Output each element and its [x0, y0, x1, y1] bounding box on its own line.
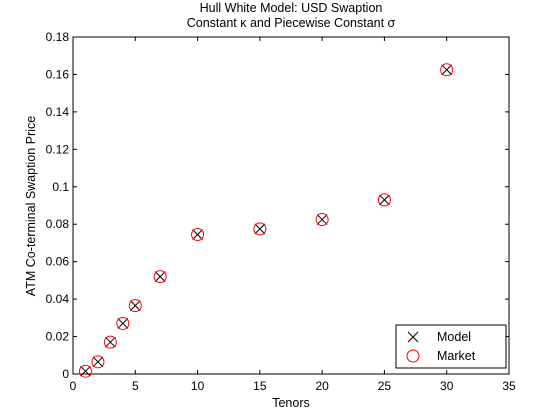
axis-ticks: 0 5 10 15 20 25 30 35 0 0.02 0.04 0.06 0.08 0.1 0.12 0.… [46, 30, 516, 393]
x-marker-stroke [154, 271, 166, 282]
legend-box [395, 324, 507, 369]
model-point [379, 194, 390, 206]
y-tick-label: 0.04 [46, 292, 70, 306]
x-tick-label: 20 [315, 379, 329, 393]
chart-subtitle: Constant κ and Piecewise Constant σ [187, 16, 396, 30]
market-point [153, 270, 167, 284]
market-point [78, 364, 92, 378]
x-tick-label: 10 [191, 379, 205, 393]
x-marker-stroke [129, 300, 141, 312]
model-point [154, 271, 166, 282]
x-tick-label: 5 [132, 379, 139, 393]
x-tick-label: 25 [378, 379, 392, 393]
market-point [440, 63, 454, 77]
model-point [117, 318, 129, 329]
model-point [105, 336, 116, 348]
legend-label-model: Model [437, 330, 471, 344]
y-tick-label: 0.06 [46, 255, 70, 269]
market-point [315, 213, 329, 227]
y-tick-label: 0.12 [46, 142, 70, 156]
y-tick-label: 0.1 [52, 180, 69, 194]
legend-x-marker [407, 331, 419, 343]
model-point [316, 214, 328, 225]
chart-title: Hull White Model: USD Swaption [200, 1, 383, 15]
x-marker-stroke [192, 229, 203, 240]
x-marker-stroke [254, 223, 266, 235]
y-axis-label: ATM Co-terminal Swaption Price [24, 116, 38, 296]
x-marker-stroke [379, 194, 390, 206]
model-point [254, 223, 266, 235]
x-tick-label: 35 [502, 379, 516, 393]
data-markers [78, 63, 454, 378]
market-point [191, 228, 205, 242]
legend-marker-market [406, 349, 420, 363]
x-tick-label: 15 [253, 379, 267, 393]
x-marker-stroke [92, 356, 104, 368]
market-point [128, 299, 142, 313]
x-tick-label: 0 [70, 379, 77, 393]
market-point [116, 316, 130, 330]
x-marker-stroke [117, 318, 129, 329]
model-point [192, 229, 203, 240]
legend-o-marker [406, 349, 420, 363]
market-point [91, 355, 105, 369]
model-point [92, 356, 104, 368]
market-point [103, 335, 117, 349]
x-marker-stroke [105, 336, 116, 348]
legend-marker-model [407, 331, 419, 343]
y-tick-label: 0.18 [46, 30, 70, 44]
y-tick-label: 0.02 [46, 330, 70, 344]
x-axis-label: Tenors [272, 396, 310, 410]
y-tick-label: 0.16 [46, 67, 70, 81]
y-tick-label: 0 [62, 367, 69, 381]
market-point [377, 193, 391, 207]
model-point [129, 300, 141, 312]
plot-area [72, 36, 510, 375]
x-marker-stroke [441, 64, 453, 76]
legend: Model Market [395, 324, 507, 369]
legend-label-market: Market [437, 349, 476, 363]
x-marker-stroke [316, 214, 328, 225]
model-point [80, 365, 91, 377]
y-tick-label: 0.14 [46, 105, 70, 119]
x-marker-stroke [407, 331, 419, 343]
x-tick-label: 30 [440, 379, 454, 393]
model-point [441, 64, 453, 76]
x-marker-stroke [80, 365, 91, 377]
market-point [253, 222, 267, 236]
y-tick-label: 0.08 [46, 217, 70, 231]
